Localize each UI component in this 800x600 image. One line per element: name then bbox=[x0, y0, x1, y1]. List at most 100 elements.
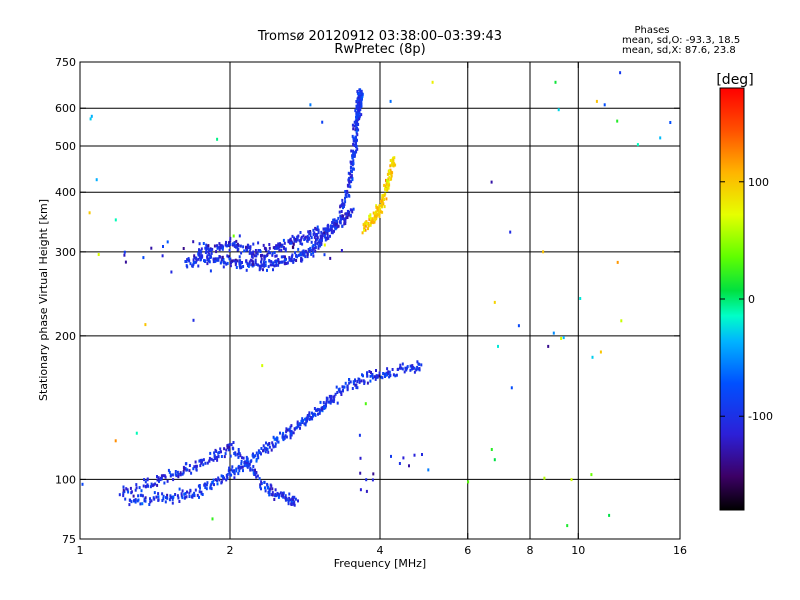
scatter-point bbox=[225, 240, 227, 244]
scatter-point bbox=[202, 242, 205, 245]
scatter-point bbox=[216, 482, 219, 486]
scatter-point bbox=[313, 235, 316, 239]
noise-point bbox=[562, 336, 565, 340]
noise-point bbox=[359, 471, 362, 475]
y-tick-label: 600 bbox=[55, 102, 76, 115]
scatter-point bbox=[258, 451, 261, 455]
scatter-point bbox=[165, 496, 167, 500]
scatter-point bbox=[245, 259, 248, 263]
scatter-point bbox=[214, 478, 217, 482]
scatter-point bbox=[144, 484, 147, 488]
scatter-point bbox=[134, 498, 137, 502]
scatter-point bbox=[135, 431, 138, 435]
scatter-point bbox=[324, 227, 327, 231]
scatter-point bbox=[282, 438, 285, 442]
scatter-point bbox=[265, 248, 268, 252]
scatter-point bbox=[352, 139, 355, 143]
scatter-point bbox=[160, 474, 163, 478]
noise-point bbox=[543, 476, 546, 480]
noise-point bbox=[372, 472, 375, 476]
scatter-point bbox=[255, 471, 258, 474]
scatter-point bbox=[245, 459, 248, 463]
scatter-point bbox=[271, 493, 274, 497]
scatter-point bbox=[249, 466, 252, 470]
scatter-point bbox=[356, 380, 359, 383]
scatter-point bbox=[376, 213, 379, 217]
scatter-point bbox=[327, 400, 330, 404]
scatter-point bbox=[281, 260, 284, 264]
scatter-point bbox=[387, 372, 390, 375]
noise-point bbox=[323, 231, 326, 235]
scatter-point bbox=[122, 485, 125, 489]
scatter-point bbox=[252, 262, 254, 266]
noise-point bbox=[166, 240, 169, 244]
scatter-point bbox=[356, 386, 359, 390]
scatter-point bbox=[205, 487, 208, 491]
scatter-point bbox=[302, 249, 305, 253]
scatter-point bbox=[300, 237, 303, 241]
scatter-point bbox=[314, 233, 317, 237]
scatter-point bbox=[409, 368, 412, 372]
scatter-point bbox=[208, 459, 211, 463]
scatter-point bbox=[157, 476, 160, 480]
scatter-point bbox=[201, 254, 204, 258]
scatter-point bbox=[390, 174, 393, 178]
scatter-point bbox=[263, 254, 266, 258]
scatter-point bbox=[238, 259, 241, 263]
scatter-point bbox=[255, 457, 258, 461]
scatter-point bbox=[326, 232, 329, 236]
scatter-point bbox=[490, 180, 493, 184]
noise-point bbox=[124, 260, 127, 264]
scatter-point bbox=[341, 385, 344, 389]
scatter-point bbox=[279, 491, 282, 495]
scatter-point bbox=[310, 252, 313, 256]
scatter-point bbox=[226, 475, 229, 479]
scatter-point bbox=[267, 450, 270, 454]
scatter-point bbox=[347, 213, 350, 217]
scatter-point bbox=[347, 209, 349, 213]
scatter-point bbox=[122, 491, 125, 495]
scatter-point bbox=[392, 160, 395, 164]
scatter-point bbox=[264, 264, 267, 267]
scatter-point bbox=[356, 119, 358, 123]
scatter-point bbox=[213, 483, 215, 487]
scatter-point bbox=[369, 223, 372, 227]
scatter-point bbox=[240, 462, 243, 466]
scatter-point bbox=[312, 232, 315, 236]
scatter-point bbox=[137, 494, 140, 498]
scatter-point bbox=[245, 245, 248, 249]
scatter-point bbox=[254, 454, 257, 458]
scatter-point bbox=[288, 256, 291, 260]
scatter-point bbox=[390, 163, 393, 167]
scatter-point bbox=[297, 424, 300, 428]
scatter-point bbox=[285, 497, 288, 501]
scatter-point bbox=[233, 476, 236, 480]
scatter-point bbox=[352, 159, 355, 163]
scatter-point bbox=[373, 216, 376, 220]
scatter-point bbox=[400, 366, 403, 370]
scatter-point bbox=[217, 454, 220, 458]
scatter-point bbox=[247, 464, 250, 468]
scatter-point bbox=[323, 243, 326, 247]
scatter-point bbox=[356, 90, 359, 93]
scatter-point bbox=[166, 479, 169, 483]
scatter-point bbox=[270, 484, 273, 488]
scatter-point bbox=[304, 249, 307, 253]
scatter-point bbox=[237, 472, 240, 476]
scatter-point bbox=[230, 473, 233, 477]
scatter-point bbox=[224, 452, 227, 456]
scatter-point bbox=[336, 391, 339, 394]
scatter-point bbox=[335, 385, 338, 389]
scatter-point bbox=[278, 248, 281, 252]
scatter-point bbox=[329, 401, 332, 405]
noise-point bbox=[557, 108, 560, 112]
scatter-point bbox=[240, 460, 243, 463]
scatter-point bbox=[337, 224, 340, 228]
scatter-point bbox=[312, 228, 315, 232]
scatter-point bbox=[326, 227, 329, 231]
scatter-point bbox=[328, 394, 331, 398]
scatter-point bbox=[289, 429, 292, 433]
scatter-point bbox=[318, 238, 321, 242]
scatter-point bbox=[295, 239, 298, 243]
